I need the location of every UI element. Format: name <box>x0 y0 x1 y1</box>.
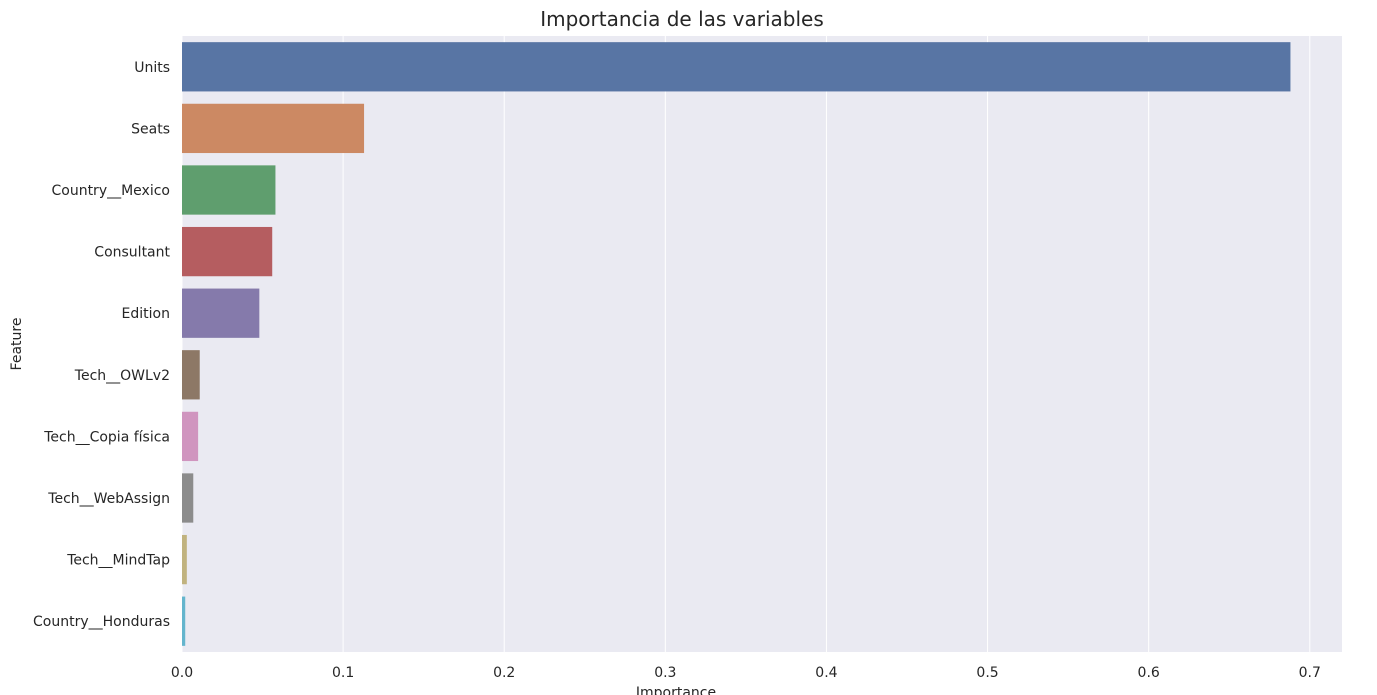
x-tick-label: 0.6 <box>1138 665 1160 681</box>
y-tick-label: Country__Honduras <box>33 614 170 630</box>
bar-seats <box>182 103 365 154</box>
y-axis-label: Feature <box>9 318 25 371</box>
x-axis-label: Importance <box>636 685 716 695</box>
x-tick-label: 0.7 <box>1299 665 1321 681</box>
bar-edition <box>182 288 260 338</box>
y-tick-label: Consultant <box>94 245 170 261</box>
chart-title: Importancia de las variables <box>540 7 824 31</box>
x-tick-label: 0.3 <box>654 665 676 681</box>
x-tick-label: 0.1 <box>332 665 354 681</box>
y-tick-label: Tech__WebAssign <box>47 491 170 507</box>
x-tick-label: 0.2 <box>493 665 515 681</box>
y-tick-label: Tech__OWLv2 <box>74 368 170 384</box>
y-tick-labels: Units Seats Country__Mexico Consultant Editi… <box>33 60 170 630</box>
x-tick-label: 0.4 <box>815 665 837 681</box>
bar-tech-copia-f-sica <box>182 411 199 462</box>
y-tick-label: Edition <box>122 306 170 322</box>
x-tick-label: 0.5 <box>976 665 998 681</box>
bars <box>182 42 1291 646</box>
y-tick-label: Tech__MindTap <box>66 553 170 569</box>
bar-tech-mindtap <box>182 534 187 585</box>
bar-tech-owlv2 <box>182 350 200 400</box>
x-tick-label: 0.0 <box>171 665 193 681</box>
bar-units <box>182 42 1291 92</box>
y-tick-label: Tech__Copia física <box>43 429 170 445</box>
y-tick-label: Units <box>134 60 170 76</box>
bar-consultant <box>182 226 273 277</box>
y-tick-label: Seats <box>131 121 170 137</box>
bar-country-honduras <box>182 596 186 646</box>
x-tick-labels: 0.0 0.1 0.2 0.3 0.4 0.5 0.6 0.7 <box>171 665 1321 681</box>
bar-tech-webassign <box>182 473 194 523</box>
y-tick-label: Country__Mexico <box>51 183 170 199</box>
bar-country-mexico <box>182 165 276 215</box>
